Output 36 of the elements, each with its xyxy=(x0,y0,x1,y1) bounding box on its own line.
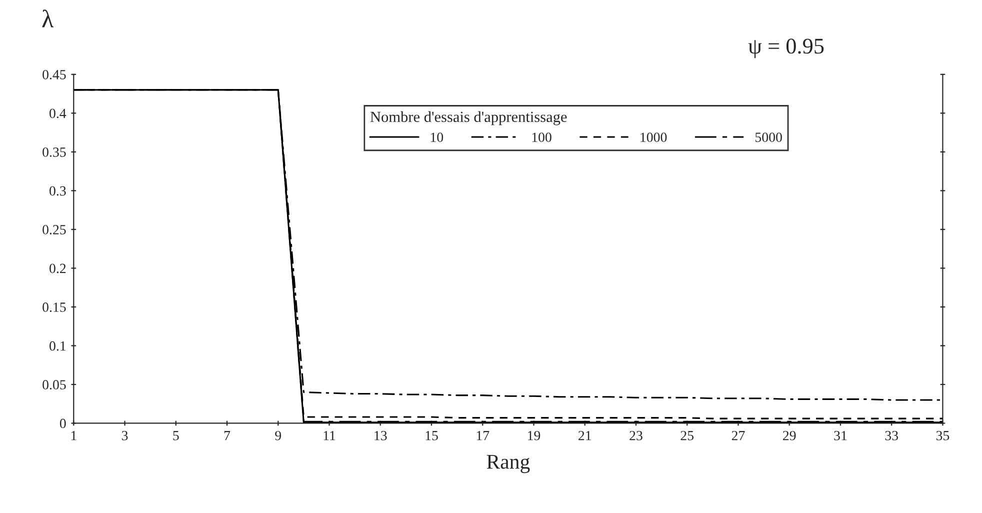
x-tick-label: 31 xyxy=(834,430,847,440)
legend-title: Nombre d'essais d'apprentissage xyxy=(370,111,567,126)
x-tick-label: 35 xyxy=(936,430,950,440)
legend-label: 100 xyxy=(532,132,552,142)
x-tick-label: 17 xyxy=(476,430,490,440)
x-tick-label: 15 xyxy=(426,430,438,440)
x-tick-label: 13 xyxy=(374,430,387,440)
y-tick-label: 0.05 xyxy=(42,380,66,390)
legend-label: 5000 xyxy=(756,132,782,142)
x-tick-label: 9 xyxy=(275,430,282,440)
text: ψ = 0.95 xyxy=(748,38,824,58)
x-tick-label: 29 xyxy=(783,430,796,440)
x-tick-label: 11 xyxy=(324,430,336,440)
y-axis-title: λ xyxy=(42,10,54,28)
legend-label: 1000 xyxy=(640,132,667,142)
y-tick-label: 0.25 xyxy=(42,225,66,234)
x-tick-label: 5 xyxy=(173,431,179,440)
x-tick-label: 3 xyxy=(122,430,128,440)
x-tick-label: 23 xyxy=(630,430,642,440)
x-tick-label: 25 xyxy=(680,430,694,440)
x-tick-label: 19 xyxy=(528,430,540,440)
y-tick-label: 0.2 xyxy=(50,264,66,274)
y-tick-label: 0.35 xyxy=(42,147,66,157)
x-tick-label: 27 xyxy=(732,430,745,440)
y-tick-label: 0.1 xyxy=(50,341,66,351)
y-tick-label: 0 xyxy=(60,418,66,428)
y-tick-label: 0.45 xyxy=(42,70,66,80)
y-tick-label: 0.15 xyxy=(42,302,66,312)
x-tick-label: 7 xyxy=(224,431,230,440)
legend-label: 10 xyxy=(430,132,444,142)
x-tick-label: 1 xyxy=(71,430,76,440)
x-axis-title: Rang xyxy=(486,454,530,474)
x-tick-label: 21 xyxy=(578,430,591,440)
y-tick-label: 0.3 xyxy=(50,186,66,196)
x-tick-label: 33 xyxy=(885,430,898,440)
y-tick-label: 0.4 xyxy=(50,108,66,118)
